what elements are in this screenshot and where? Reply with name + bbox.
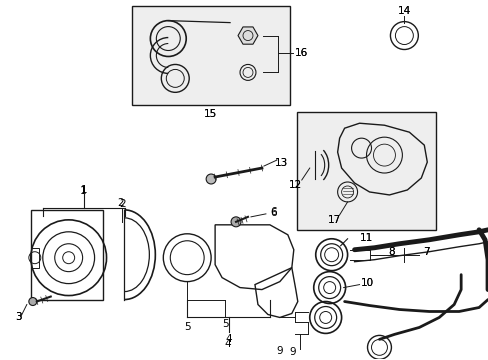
Text: 7: 7 [422, 247, 429, 257]
Text: 16: 16 [295, 49, 308, 58]
Text: 7: 7 [422, 247, 429, 257]
Bar [31, 248, 39, 268]
Text: 17: 17 [327, 215, 341, 225]
Text: 1: 1 [81, 185, 87, 195]
Text: 10: 10 [360, 278, 373, 288]
Text: 3: 3 [16, 312, 22, 323]
Text: 14: 14 [397, 6, 410, 15]
Text: 9: 9 [289, 347, 296, 357]
Text: 14: 14 [397, 6, 410, 15]
Text: 16: 16 [295, 49, 308, 58]
Text: 4: 4 [225, 334, 231, 345]
Text: 8: 8 [387, 247, 394, 257]
Circle shape [230, 217, 241, 227]
Text: 4: 4 [224, 339, 231, 349]
Text: 3: 3 [16, 312, 22, 323]
Bar [132, 6, 289, 105]
Text: 6: 6 [270, 208, 277, 218]
Text: 17: 17 [327, 215, 341, 225]
Text: 2: 2 [119, 199, 125, 209]
Text: 6: 6 [270, 207, 277, 217]
Text: 9: 9 [276, 346, 283, 356]
Circle shape [29, 298, 37, 306]
Text: 15: 15 [203, 109, 216, 119]
Text: 13: 13 [275, 158, 288, 168]
Text: 5: 5 [222, 319, 228, 329]
Text: 2: 2 [117, 198, 123, 208]
Text: 8: 8 [387, 247, 394, 257]
Bar [296, 112, 435, 230]
Text: 11: 11 [359, 233, 372, 243]
Circle shape [206, 174, 216, 184]
Text: 12: 12 [288, 180, 302, 190]
Text: 5: 5 [183, 323, 190, 332]
Text: 1: 1 [80, 186, 87, 196]
Text: 10: 10 [360, 278, 373, 288]
Text: 13: 13 [275, 158, 288, 168]
Text: 15: 15 [203, 109, 216, 119]
Text: 11: 11 [359, 233, 372, 243]
Text: 12: 12 [288, 180, 302, 190]
Bar [31, 210, 102, 300]
